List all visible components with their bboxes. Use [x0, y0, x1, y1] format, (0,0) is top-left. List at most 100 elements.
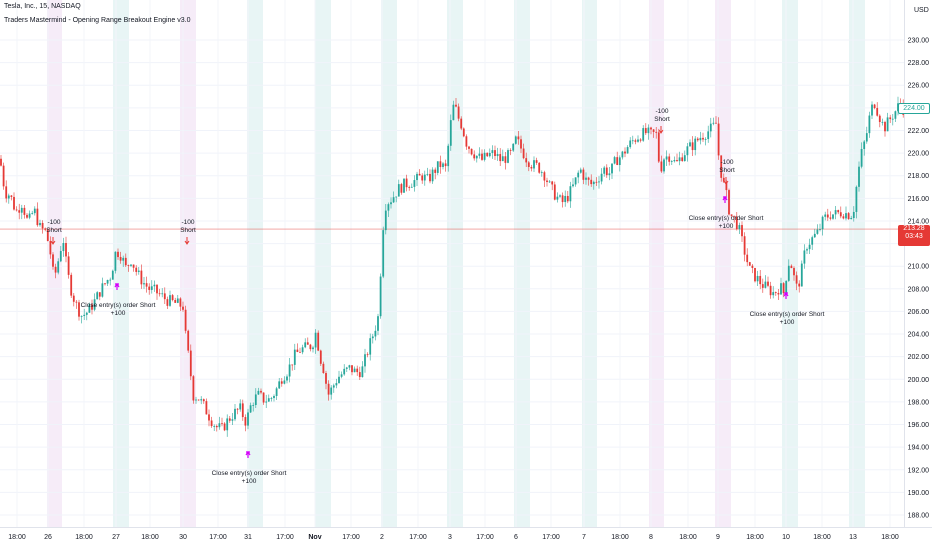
candle-body	[91, 304, 93, 310]
candle-body	[254, 394, 257, 406]
candle-body	[291, 364, 294, 366]
candle-body	[683, 155, 686, 162]
candle-body	[772, 292, 775, 296]
candle-body	[156, 284, 158, 294]
candle-body	[182, 306, 184, 310]
candle-body	[631, 140, 634, 142]
candle-body	[644, 128, 647, 134]
candle-body	[390, 202, 392, 205]
candle-body	[551, 181, 554, 185]
candle-body	[819, 229, 821, 230]
candle-body	[332, 385, 335, 388]
candle-body	[288, 364, 291, 377]
candle-body	[314, 332, 317, 348]
candle-body	[548, 181, 551, 183]
time-tick-label: 17:00	[409, 534, 427, 541]
candle-body	[722, 177, 725, 182]
candle-body	[574, 177, 577, 185]
time-tick-label: 18:00	[8, 534, 26, 541]
entry-qty-label: -100	[720, 159, 733, 166]
candle-body	[741, 225, 743, 237]
price-tick-label: 218.00	[908, 173, 930, 180]
candle-body	[184, 309, 187, 331]
candle-body	[733, 215, 736, 217]
candle-body	[431, 169, 434, 182]
candle-body	[213, 425, 216, 427]
exit-text-label: Close entry(s) order Short	[689, 215, 764, 222]
candle-body	[364, 354, 366, 367]
candle-body	[353, 368, 356, 373]
time-tick-label: 18:00	[813, 534, 831, 541]
candle-body	[774, 292, 777, 293]
candle-body	[777, 292, 780, 295]
exit-arrow-icon	[783, 291, 789, 299]
candle-body	[192, 376, 195, 401]
exit-text-label: Close entry(s) order Short	[81, 302, 156, 309]
candle-body	[278, 381, 281, 389]
candle-body	[283, 380, 286, 384]
candle-body	[15, 209, 18, 211]
candle-body	[889, 117, 892, 120]
price-tick-label: 198.00	[908, 399, 930, 406]
candle-body	[530, 166, 533, 169]
price-tick-label: 208.00	[908, 286, 930, 293]
candle-body	[18, 210, 21, 213]
candle-body	[689, 142, 691, 147]
candle-body	[179, 298, 182, 307]
candle-body	[111, 270, 114, 280]
session-band	[447, 0, 463, 527]
entry-side-label: Short	[180, 227, 196, 234]
candle-body	[20, 207, 23, 213]
candle-body	[501, 156, 504, 162]
candle-body	[813, 233, 816, 238]
session-band	[715, 0, 731, 527]
price-axis: 230.00 228.00 226.00 224.00 222.00 220.00 218.…	[904, 0, 932, 550]
candle-body	[166, 299, 169, 306]
entry-arrow-icon	[723, 177, 729, 185]
candlesticks	[0, 96, 907, 437]
candle-body	[855, 186, 858, 212]
price-tick-label: 210.00	[908, 264, 930, 271]
candle-body	[842, 216, 845, 219]
candle-body	[569, 186, 572, 202]
candle-body	[514, 136, 517, 144]
candle-body	[876, 108, 879, 116]
candle-body	[787, 265, 790, 281]
candle-body	[267, 398, 270, 402]
candle-body	[195, 399, 197, 401]
candle-body	[811, 237, 814, 245]
current-price-value: 213.28	[903, 225, 925, 232]
candle-body	[462, 128, 465, 137]
candle-body	[785, 280, 788, 294]
candle-body	[104, 283, 106, 285]
candle-body	[509, 150, 512, 151]
candle-body	[10, 195, 13, 197]
candle-body	[442, 163, 444, 168]
time-tick-label: 18:00	[611, 534, 629, 541]
candle-body	[834, 210, 837, 215]
time-tick-label: 30	[179, 534, 187, 541]
candle-body	[439, 161, 442, 168]
candle-body	[886, 117, 889, 132]
candle-body	[616, 157, 619, 166]
candle-body	[70, 274, 73, 296]
candle-body	[603, 167, 606, 174]
candle-body	[49, 241, 52, 255]
candle-body	[257, 390, 260, 395]
candle-body	[436, 161, 439, 173]
indicator-title[interactable]: Traders Mastermind - Opening Range Break…	[4, 17, 191, 24]
candle-body	[821, 216, 824, 230]
currency-label[interactable]: USD	[914, 7, 929, 14]
candle-body	[249, 405, 252, 413]
candle-body	[241, 403, 244, 418]
candle-body	[897, 103, 899, 112]
candle-body	[5, 186, 8, 199]
candle-body	[829, 217, 832, 219]
price-tick-label: 192.00	[908, 467, 930, 474]
candle-body	[540, 172, 543, 174]
candle-body	[494, 150, 496, 157]
candle-body	[223, 423, 226, 431]
candle-body	[642, 128, 645, 141]
